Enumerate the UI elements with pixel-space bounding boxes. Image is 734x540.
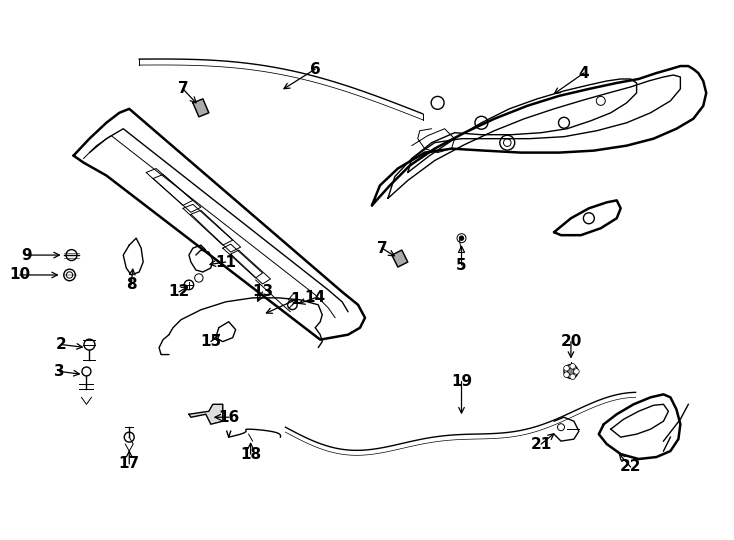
Text: 16: 16: [218, 410, 239, 425]
Text: 5: 5: [457, 258, 467, 273]
Text: 6: 6: [310, 62, 321, 77]
Polygon shape: [193, 99, 208, 117]
Text: 7: 7: [178, 82, 188, 97]
Text: 19: 19: [451, 374, 472, 389]
Circle shape: [574, 369, 579, 374]
Circle shape: [564, 372, 570, 377]
Circle shape: [567, 368, 575, 375]
Circle shape: [459, 236, 464, 240]
Text: 13: 13: [252, 285, 273, 299]
Text: 11: 11: [215, 254, 236, 269]
Text: 17: 17: [119, 456, 139, 471]
Circle shape: [570, 374, 575, 380]
Text: 3: 3: [54, 364, 65, 379]
Circle shape: [564, 366, 570, 371]
Circle shape: [570, 363, 575, 369]
Text: 14: 14: [305, 291, 326, 305]
Text: 9: 9: [21, 247, 32, 262]
Text: 7: 7: [377, 241, 388, 255]
Text: 1: 1: [290, 292, 301, 307]
Text: 2: 2: [57, 337, 67, 352]
Text: 15: 15: [200, 334, 222, 349]
Text: 21: 21: [531, 437, 552, 451]
Text: 12: 12: [168, 285, 189, 299]
Polygon shape: [189, 404, 222, 424]
Text: 18: 18: [240, 447, 261, 462]
Text: 8: 8: [126, 278, 137, 293]
Polygon shape: [392, 250, 408, 267]
Text: 22: 22: [620, 460, 642, 475]
Text: 20: 20: [560, 334, 581, 349]
Text: 4: 4: [578, 65, 589, 80]
Text: 10: 10: [10, 267, 30, 282]
